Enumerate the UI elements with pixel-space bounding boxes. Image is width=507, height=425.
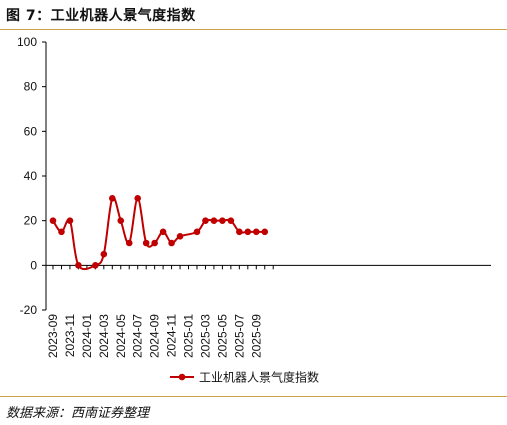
data-point [134,195,141,202]
legend-label: 工业机器人景气度指数 [199,370,319,385]
x-tick-label: 2024-07 [131,314,145,358]
y-tick-label: 0 [30,258,37,272]
data-point [108,195,116,202]
data-point [125,239,133,247]
data-point [100,250,108,258]
x-tick-label: 2024-09 [148,314,162,358]
series-line [52,196,265,271]
y-tick-label: 100 [17,35,37,49]
data-point [92,262,99,269]
data-point [227,217,235,224]
data-point [58,228,65,236]
data-point [66,217,74,224]
data-point [244,228,252,236]
data-point [117,217,125,224]
y-axis: -20 0 20 40 60 80 100 [17,35,47,317]
data-point [261,228,269,236]
top-divider [0,29,507,30]
x-tick-label: 2025-01 [182,314,196,358]
legend: 工业机器人景气度指数 [170,370,319,385]
data-point [236,228,243,236]
figure-title: 图 7：工业机器人景气度指数 [6,8,196,24]
data-point [49,217,57,224]
x-tick-label: 2024-05 [114,314,128,358]
data-point [210,217,218,224]
data-point [159,228,167,236]
x-tick-label: 2025-09 [249,314,263,358]
x-tick-label: 2024-01 [80,314,94,358]
x-tick-label: 2024-11 [165,314,179,357]
data-point [202,217,209,224]
data-point [75,262,82,269]
data-point [219,217,226,224]
x-tick-label: 2023-09 [46,314,60,358]
series-layer [49,195,269,271]
data-point [168,239,175,247]
data-point [142,239,150,247]
y-tick-label: 40 [24,169,38,183]
x-axis: 2023-09 2023-11 2024-01 2024-03 2024-05 2024-… [46,264,491,358]
data-point [252,228,260,236]
data-point [176,233,184,240]
legend-swatch-marker [178,373,186,381]
x-tick-label: 2025-05 [215,314,229,358]
x-tick-label: 2025-03 [198,314,212,358]
source-note: 数据来源：西南证券整理 [6,406,150,421]
y-tick-label: -20 [20,303,38,317]
x-tick-label: 2025-07 [232,314,246,358]
data-point [151,239,158,247]
y-tick-label: 60 [24,124,38,138]
data-point [193,228,201,236]
x-tick-label: 2023-11 [63,314,77,357]
y-tick-label: 20 [24,214,38,228]
bottom-divider [0,396,507,397]
y-tick-label: 80 [24,80,38,94]
x-tick-label: 2024-03 [97,314,111,358]
